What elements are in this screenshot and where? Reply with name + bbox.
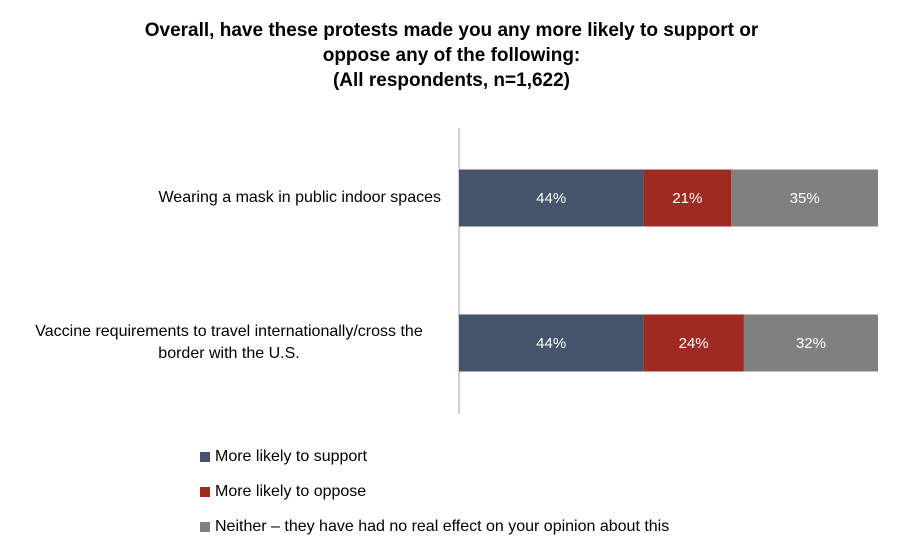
bar-support-2 [459, 314, 644, 372]
data-label-neither-2: 32% [796, 335, 826, 352]
chart-title: Overall, have these protests made you an… [60, 18, 843, 93]
category-label-2-line-1: Vaccine requirements to travel internati… [35, 323, 423, 340]
legend-label-oppose: More likely to oppose [215, 483, 367, 500]
bar-oppose-1 [643, 169, 732, 227]
legend-item-support: More likely to support [200, 446, 669, 468]
data-label-support-2: 44% [536, 335, 566, 352]
bar-support-1 [459, 169, 644, 227]
chart-title-line-3: (All respondents, n=1,622) [332, 70, 571, 91]
chart-title-line-2: oppose any of the following: [322, 45, 581, 66]
legend-label-neither: Neither – they have had no real effect o… [215, 518, 670, 535]
legend-swatch-support [200, 452, 210, 462]
chart-plot-area: Wearing a mask in public indoor spaces 44… [35, 128, 878, 414]
category-label-2-line-2: border with the U.S. [158, 345, 299, 362]
category-label-1-line-1: Wearing a mask in public indoor spaces [158, 189, 441, 206]
data-label-oppose-2: 24% [679, 335, 709, 352]
bar-neither-1 [731, 169, 878, 227]
chart-title-line-1: Overall, have these protests made you an… [144, 20, 759, 41]
legend-label-support: More likely to support [215, 448, 368, 465]
legend-item-oppose: More likely to oppose [200, 481, 669, 503]
data-label-support-1: 44% [536, 190, 566, 207]
legend-swatch-neither [200, 522, 210, 532]
chart-legend: More likely to support More likely to op… [200, 446, 669, 551]
bar-neither-2 [743, 314, 878, 372]
legend-item-neither: Neither – they have had no real effect o… [200, 516, 669, 538]
data-label-oppose-1: 21% [672, 190, 702, 207]
data-label-neither-1: 35% [790, 190, 820, 207]
legend-swatch-oppose [200, 487, 210, 497]
bar-oppose-2 [643, 314, 744, 372]
